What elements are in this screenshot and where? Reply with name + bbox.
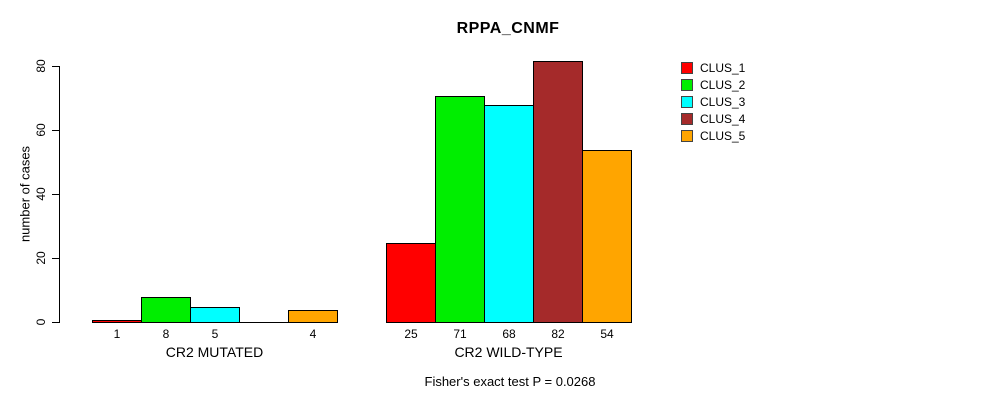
bar-CLUS_4-group1-zero — [239, 322, 289, 323]
legend-swatch-CLUS_3 — [681, 95, 693, 108]
legend-item-CLUS_2: CLUS_2 — [681, 76, 745, 93]
legend-label: CLUS_3 — [700, 94, 746, 109]
legend-swatch-CLUS_1 — [681, 61, 693, 74]
chart-title: RPPA_CNMF — [456, 20, 560, 37]
legend: CLUS_1 CLUS_2 CLUS_3 CLUS_4 CLUS_5 — [681, 59, 745, 144]
y-axis-tick — [52, 130, 59, 131]
y-axis-tick-label: 60 — [34, 123, 48, 137]
y-axis-tick — [52, 194, 59, 195]
bar-value-label: 71 — [453, 327, 467, 341]
y-axis-tick — [52, 322, 59, 323]
bar-value-label: 5 — [211, 327, 219, 341]
legend-swatch-CLUS_5 — [681, 129, 693, 142]
group-label-2: CR2 WILD-TYPE — [454, 344, 563, 360]
legend-item-CLUS_3: CLUS_3 — [681, 93, 745, 110]
legend-label: CLUS_5 — [700, 128, 746, 143]
legend-item-CLUS_5: CLUS_5 — [681, 127, 745, 144]
bar-CLUS_1-group2 — [386, 243, 436, 323]
bar-CLUS_5-group1 — [288, 310, 338, 323]
y-axis-title: number of cases — [17, 145, 33, 243]
legend-swatch-CLUS_4 — [681, 112, 693, 125]
y-axis-tick-label: 80 — [34, 59, 48, 73]
bar-value-label: 54 — [600, 327, 614, 341]
bar-value-label: 68 — [502, 327, 516, 341]
bar-value-label: 82 — [551, 327, 565, 341]
legend-item-CLUS_4: CLUS_4 — [681, 110, 745, 127]
bar-CLUS_4-group2 — [533, 61, 583, 323]
bar-value-label: 8 — [162, 327, 170, 341]
y-axis-tick-label: 0 — [34, 318, 48, 326]
legend-label: CLUS_2 — [700, 77, 746, 92]
bar-CLUS_5-group2 — [582, 150, 632, 323]
bar-value-label: 25 — [404, 327, 418, 341]
bar-CLUS_2-group1 — [141, 297, 191, 323]
legend-swatch-CLUS_2 — [681, 78, 693, 91]
y-axis-tick — [52, 66, 59, 67]
y-axis-tick-label: 40 — [34, 187, 48, 201]
y-axis-tick-label: 20 — [34, 251, 48, 265]
legend-label: CLUS_4 — [700, 111, 746, 126]
bar-value-label: 1 — [113, 327, 121, 341]
bar-CLUS_2-group2 — [435, 96, 485, 323]
legend-label: CLUS_1 — [700, 60, 746, 75]
y-axis-line — [59, 66, 60, 323]
group-label-1: CR2 MUTATED — [165, 344, 264, 360]
fisher-test-annotation: Fisher's exact test P = 0.0268 — [424, 374, 596, 389]
bar-CLUS_1-group1 — [92, 320, 142, 323]
bar-value-label: 4 — [309, 327, 317, 341]
bar-CLUS_3-group1 — [190, 307, 240, 323]
legend-item-CLUS_1: CLUS_1 — [681, 59, 745, 76]
y-axis-tick — [52, 258, 59, 259]
bar-CLUS_3-group2 — [484, 105, 534, 323]
